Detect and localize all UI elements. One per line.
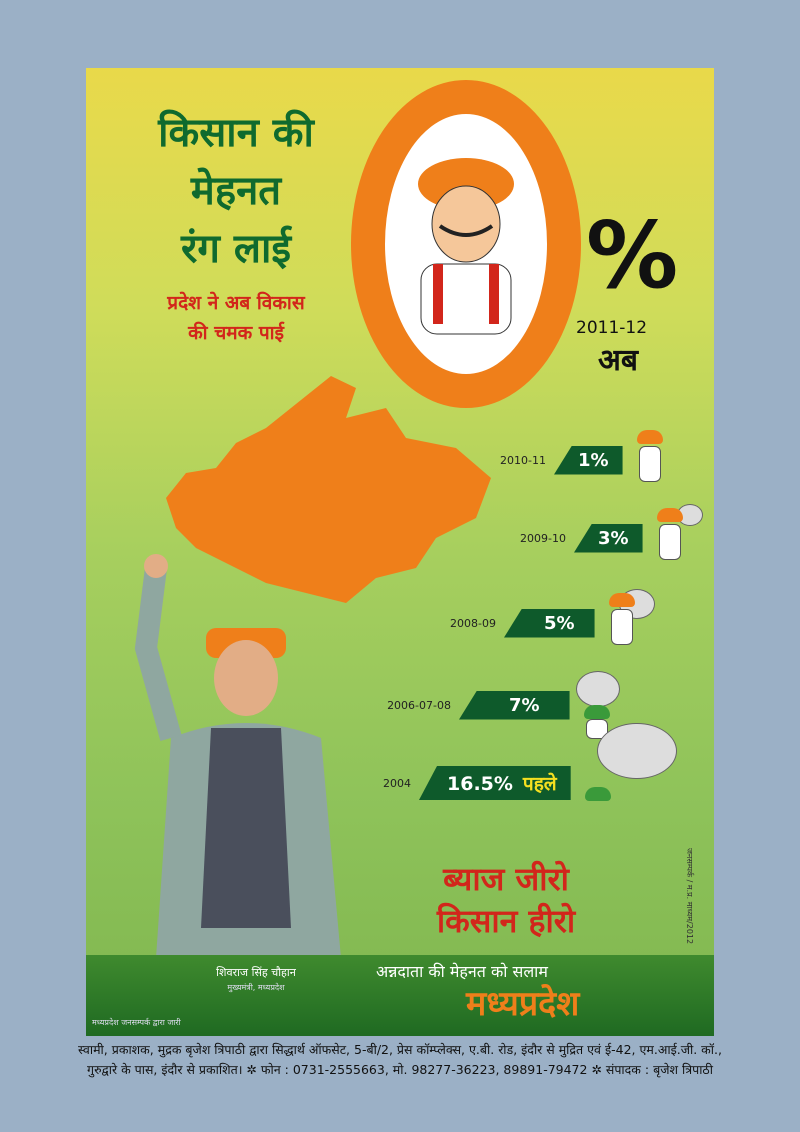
rate-badge: 7% bbox=[459, 690, 570, 720]
rate-year: 2008-09 bbox=[450, 616, 496, 630]
subheadline-line: की चमक पाई bbox=[188, 322, 284, 344]
person-name: शिवराज सिंह चौहान bbox=[216, 966, 296, 979]
brand-wordmark: मध्यप्रदेश bbox=[466, 984, 580, 1024]
farmer-with-sack-icon bbox=[577, 723, 677, 813]
publication-code: जनसम्पर्क / म.प्र. माध्यम/2012 bbox=[685, 848, 694, 945]
farmer-cartoon-icon bbox=[629, 430, 673, 490]
imprint-line: गुरुद्वारे के पास, इंदौर से प्रकाशित। ✲ … bbox=[87, 1062, 713, 1077]
headline-line: रंग लाई bbox=[181, 226, 291, 272]
person-title: मुख्यमंत्री, मध्यप्रदेश bbox=[227, 983, 285, 992]
rate-row: 2006-07-08 7% bbox=[376, 671, 620, 739]
imprint-footer: स्वामी, प्रकाशक, मुद्रक बृजेश त्रिपाठी द… bbox=[0, 1040, 800, 1080]
rate-badge: 5% bbox=[504, 608, 595, 638]
issuer-note: मध्यप्रदेश जनसम्पर्क द्वारा जारी bbox=[92, 1018, 181, 1027]
tagline: अन्नदाता की मेहनत को सलाम bbox=[376, 962, 548, 981]
rate-value: 1% bbox=[578, 449, 609, 471]
rate-row: 2010-11 1% bbox=[476, 430, 673, 490]
chief-minister-photo bbox=[134, 554, 341, 958]
rate-value: 7% bbox=[509, 694, 540, 716]
farmer-with-sack-icon bbox=[601, 589, 655, 653]
farmer-cartoon-icon bbox=[418, 158, 514, 335]
headline: किसान की मेहनत रंग लाई bbox=[86, 104, 386, 278]
now-label: अब bbox=[598, 343, 639, 378]
rate-value: 16.5% bbox=[447, 773, 513, 795]
subheadline: प्रदेश ने अब विकास की चमक पाई bbox=[86, 288, 386, 348]
rate-year: 2004 bbox=[383, 776, 411, 790]
percent-sign: % bbox=[586, 202, 679, 309]
slogan-line: किसान हीरो bbox=[436, 902, 576, 940]
rate-row: 2004 16.5% पहले bbox=[361, 723, 677, 813]
slogan-line: ब्याज जीरो bbox=[443, 860, 569, 898]
before-label: पहले bbox=[522, 773, 557, 795]
poster: किसान की मेहनत रंग लाई प्रदेश ने अब विका… bbox=[86, 68, 714, 1036]
rate-row: 2009-10 3% bbox=[496, 504, 703, 568]
rate-row: 2008-09 5% bbox=[426, 589, 655, 653]
rate-year: 2009-10 bbox=[520, 531, 566, 545]
zero-digit-graphic bbox=[351, 80, 581, 408]
rate-value: 3% bbox=[598, 527, 629, 549]
rate-badge: 16.5% पहले bbox=[419, 766, 571, 800]
farmer-with-sack-icon bbox=[649, 504, 703, 568]
rate-year: 2006-07-08 bbox=[387, 698, 451, 712]
rate-value: 5% bbox=[544, 612, 575, 634]
slogan: ब्याज जीरो किसान हीरो bbox=[386, 858, 626, 942]
current-year: 2011-12 bbox=[576, 318, 648, 338]
rate-badge: 1% bbox=[554, 445, 623, 475]
rate-badge: 3% bbox=[574, 523, 643, 553]
grass-banner: शिवराज सिंह चौहान मुख्यमंत्री, मध्यप्रदे… bbox=[86, 955, 714, 1036]
headline-line: मेहनत bbox=[190, 168, 282, 214]
subheadline-line: प्रदेश ने अब विकास bbox=[167, 292, 305, 314]
farmer-with-sack-icon bbox=[575, 671, 620, 739]
imprint-line: स्वामी, प्रकाशक, मुद्रक बृजेश त्रिपाठी द… bbox=[78, 1042, 722, 1057]
rate-year: 2010-11 bbox=[500, 453, 546, 467]
headline-line: किसान की bbox=[158, 110, 314, 156]
madhya-pradesh-map bbox=[166, 376, 491, 603]
